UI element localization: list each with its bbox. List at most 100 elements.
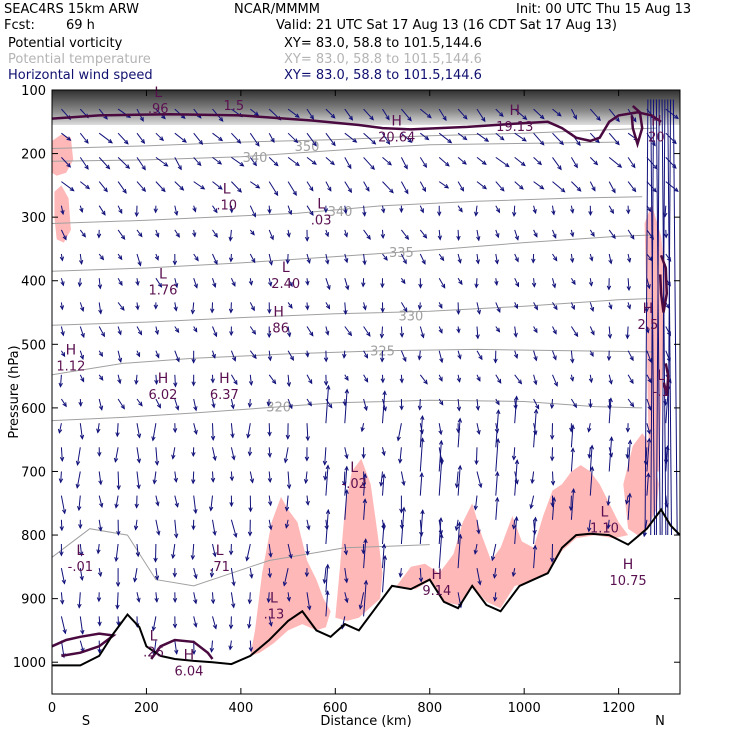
wind-vector-634 [608, 436, 614, 472]
pv-contour-0 [52, 111, 662, 143]
wind-vector-203 [212, 616, 218, 630]
wind-vector-12 [60, 398, 67, 408]
wind-vector-406 [399, 205, 404, 214]
wind-vector-194 [211, 398, 216, 409]
wind-vector-52 [98, 253, 105, 261]
field-label-value-12: 6.02 [148, 388, 177, 403]
wind-vector-484 [476, 132, 490, 142]
shaded-region-0 [250, 496, 331, 656]
wind-vector-196 [212, 447, 217, 462]
wind-vector-209 [229, 205, 234, 214]
wind-vector-509 [494, 253, 499, 265]
wind-vector-641 [626, 205, 631, 215]
wind-vector-452 [438, 350, 444, 364]
field-label-value-7: 1.76 [148, 283, 177, 298]
wind-vector-312 [305, 543, 310, 556]
field-label-value-11: 1.12 [56, 360, 85, 375]
wind-vector-16 [60, 495, 67, 515]
wind-vector-454 [438, 398, 444, 406]
theta-contour-6 [52, 399, 643, 422]
wind-vector-8 [59, 302, 65, 311]
wind-vector-186 [212, 205, 218, 214]
field-label-value-5: .10 [216, 199, 237, 214]
wind-vector-263 [266, 398, 272, 407]
wind-vector-428 [419, 253, 426, 265]
wind-vector-213 [228, 302, 234, 314]
wind-vector-249 [247, 616, 252, 629]
wind-vector-184 [212, 156, 223, 165]
wind-vector-625 [608, 253, 613, 265]
wind-vector-330 [323, 471, 328, 481]
field-name-wind: Horizontal wind speed [8, 68, 153, 83]
field-name-pv: Potential vorticity [8, 36, 123, 51]
theta-label-2: 340 [328, 205, 353, 220]
wind-vector-81 [117, 398, 125, 410]
wind-vector-10 [60, 350, 66, 358]
wind-vector-246 [245, 543, 251, 562]
wind-vector-524 [514, 108, 528, 120]
wind-vector-139 [174, 181, 185, 191]
wind-vector-621 [608, 157, 623, 168]
wind-vector-421 [398, 568, 403, 578]
wind-vector-632 [608, 397, 613, 424]
wind-vector-153 [173, 519, 179, 539]
wind-vector-612 [588, 374, 594, 384]
wind-vector-342 [343, 229, 348, 238]
wind-vector-533 [513, 326, 518, 338]
wind-vector-86 [116, 519, 121, 536]
wind-vector-623 [608, 205, 614, 215]
wind-vector-225 [230, 592, 236, 609]
wind-vector-404 [400, 157, 408, 170]
wind-vector-440 [419, 509, 425, 545]
wind-vector-493 [476, 350, 483, 361]
wind-vector-597 [570, 424, 575, 448]
wind-vector-401 [382, 554, 388, 593]
wind-vector-4 [60, 205, 65, 216]
wind-vector-32 [79, 326, 85, 339]
wind-vector-76 [117, 277, 123, 287]
wind-vector-326 [323, 374, 329, 387]
x-tick-label-2: 400 [228, 701, 253, 716]
wind-vector-143 [174, 278, 179, 289]
wind-vector-58 [98, 398, 104, 411]
field-label-kind-6: L [317, 196, 325, 212]
wind-vector-125 [155, 398, 161, 409]
wind-vector-73 [117, 205, 123, 215]
wind-vector-1 [61, 132, 72, 141]
wind-vector-320 [324, 229, 329, 238]
wind-vector-649 [627, 398, 635, 408]
wind-vector-316 [325, 132, 336, 147]
field-xy-wind: XY= 83.0, 58.8 to 101.5,144.6 [284, 68, 482, 83]
wind-vector-512 [495, 326, 501, 333]
wind-vector-195 [210, 423, 216, 441]
wind-vector-241 [246, 423, 251, 439]
wind-vector-149 [172, 423, 178, 434]
wind-vector-62 [98, 495, 104, 509]
wind-vector-607 [589, 253, 594, 262]
wind-vector-458 [438, 457, 444, 496]
y-tick-label-7: 800 [21, 529, 46, 544]
field-label-kind-20: H [623, 557, 634, 573]
wind-vector-570 [552, 253, 558, 262]
wind-vector-115 [155, 156, 169, 167]
wind-vector-466 [457, 205, 463, 213]
wind-vector-240 [247, 398, 253, 408]
wind-vector-202 [210, 592, 216, 605]
wind-vector-260 [267, 326, 272, 339]
wind-vector-108 [133, 519, 139, 531]
wind-vector-317 [325, 157, 335, 166]
wind-vector-532 [513, 302, 518, 310]
wind-vector-353 [344, 465, 349, 496]
field-label-value-19: 9.14 [422, 584, 451, 599]
wind-vector-97 [136, 253, 142, 267]
wind-vector-336 [325, 590, 330, 617]
wind-vector-415 [396, 423, 402, 442]
wind-vector-376 [362, 498, 368, 520]
wind-vector-286 [285, 423, 291, 440]
field-label-value-6: .03 [311, 213, 332, 228]
wind-vector-222 [230, 519, 238, 538]
wind-vector-221 [229, 495, 234, 508]
wind-vector-239 [248, 374, 254, 387]
wind-vector-576 [549, 398, 555, 410]
wind-vector-137 [174, 132, 187, 143]
